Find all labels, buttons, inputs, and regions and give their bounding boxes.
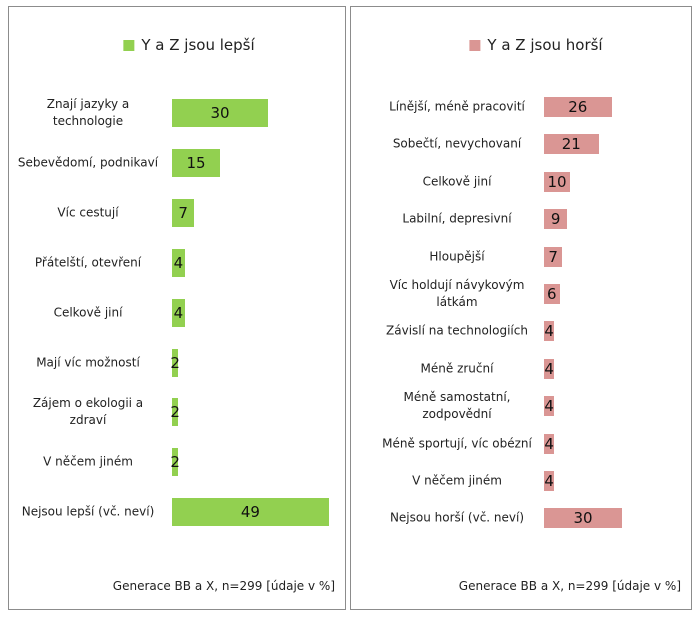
- chart-panel: Y a Z jsou horší Línější, méně pracovití 2…: [350, 6, 692, 610]
- category-label: Labilní, depresivní: [402, 211, 512, 226]
- bar: [172, 99, 268, 127]
- footnote: Generace BB a X, n=299 [údaje v %]: [112, 579, 335, 593]
- bar: [544, 471, 555, 491]
- category-label: Závislí na technologiích: [386, 323, 528, 338]
- value-label: 4: [544, 359, 554, 378]
- category-label: Línější, méně pracovití: [389, 99, 525, 114]
- value-label: 2: [170, 453, 180, 472]
- bar: [544, 396, 555, 417]
- bar: [544, 97, 612, 117]
- category-label: Méně sportují, víc obézní: [382, 436, 532, 451]
- category-label: Přátelští, otevření: [34, 255, 142, 270]
- bar: [544, 358, 555, 379]
- bar: [544, 433, 555, 454]
- value-label: 10: [547, 172, 567, 191]
- value-label: 2: [170, 403, 180, 422]
- bar: [544, 209, 568, 230]
- category-label: Méně samostatní, zodpovědní: [403, 390, 511, 422]
- bar: [544, 508, 622, 529]
- value-label: 49: [240, 503, 260, 522]
- legend-label: Y a Z jsou horší: [487, 36, 603, 54]
- category-label: Nejsou lepší (vč. neví): [21, 504, 155, 519]
- value-label: 2: [170, 353, 180, 372]
- chart-panel: Y a Z jsou lepší Znají jazyky a technolog…: [8, 6, 346, 610]
- value-label: 4: [544, 434, 554, 453]
- legend-swatch: [469, 39, 481, 51]
- category-label: Víc cestují: [57, 205, 119, 220]
- bar: [172, 198, 195, 227]
- footnote: Generace BB a X, n=299 [údaje v %]: [458, 579, 681, 593]
- value-label: 15: [186, 153, 206, 172]
- legend: Y a Z jsou horší: [469, 36, 603, 54]
- category-label: V něčem jiném: [43, 454, 133, 469]
- value-label: 26: [568, 98, 588, 116]
- category-label: Celkově jiní: [422, 174, 492, 189]
- value-label: 6: [547, 285, 557, 303]
- bar: [172, 148, 220, 177]
- bar: [172, 248, 185, 277]
- value-label: 4: [173, 253, 184, 272]
- legend: Y a Z jsou lepší: [123, 36, 255, 54]
- bar: [544, 246, 563, 267]
- category-label: Víc holdují návykovým látkám: [389, 278, 525, 309]
- bar: [172, 498, 329, 527]
- category-label: V něčem jiném: [412, 473, 502, 488]
- category-label: Nejsou horší (vč. neví): [389, 510, 525, 525]
- bar: [172, 298, 185, 327]
- legend-swatch: [123, 39, 135, 51]
- bar: [544, 171, 570, 192]
- category-label: Sobečtí, nevychovaní: [392, 136, 522, 151]
- bar: [544, 134, 599, 155]
- value-label: 4: [544, 397, 554, 416]
- category-label: Celkově jiní: [53, 305, 123, 320]
- category-label: Méně zruční: [420, 361, 494, 376]
- value-label: 9: [550, 210, 561, 229]
- value-label: 30: [573, 509, 593, 528]
- value-label: 4: [544, 472, 554, 490]
- category-label: Hloupější: [429, 249, 485, 264]
- value-label: 7: [548, 247, 558, 266]
- value-label: 21: [561, 135, 581, 154]
- value-label: 7: [178, 203, 188, 222]
- category-label: Zájem o ekologii a zdraví: [32, 396, 144, 428]
- bar: [172, 448, 179, 477]
- value-label: 4: [173, 303, 184, 322]
- category-label: Znají jazyky a technologie: [46, 97, 130, 128]
- category-label: Sebevědomí, podnikaví: [17, 155, 159, 170]
- bar: [172, 398, 179, 427]
- legend-label: Y a Z jsou lepší: [141, 36, 255, 54]
- value-label: 4: [544, 322, 554, 341]
- bar: [544, 321, 555, 342]
- value-label: 30: [210, 104, 230, 122]
- category-label: Mají víc možností: [36, 355, 140, 369]
- bar: [172, 348, 179, 377]
- bar: [544, 284, 560, 304]
